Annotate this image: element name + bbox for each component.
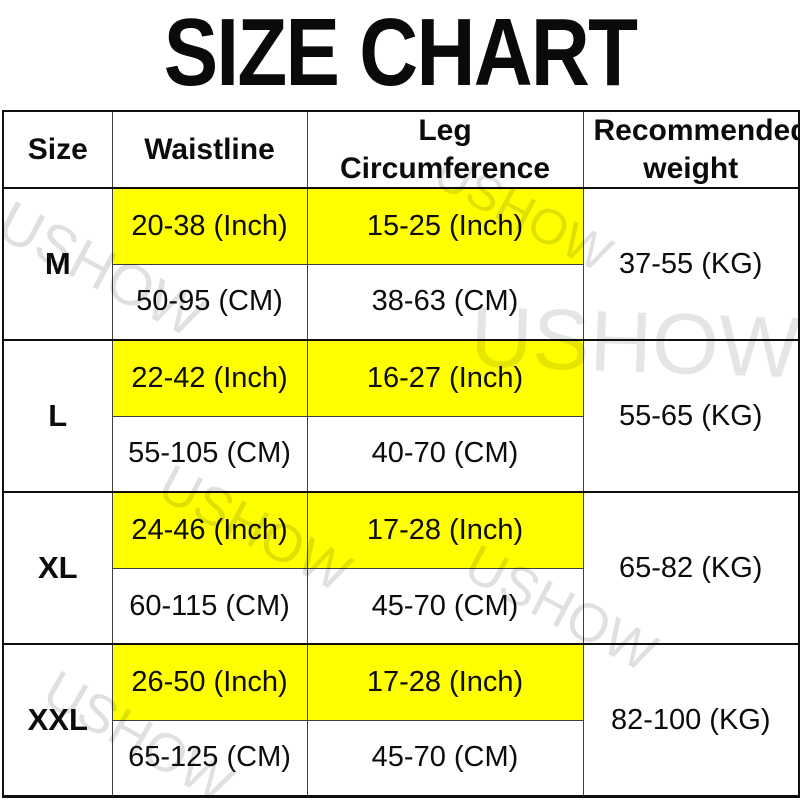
leg-cm-cell-l: 40-70 (CM): [306, 415, 584, 493]
col-header-size: Size: [2, 110, 113, 189]
col-header-waistline: Waistline: [111, 110, 308, 189]
size-row-xl-inch: XL 24-46 (Inch) 17-28 (Inch) 65-82 (KG): [2, 491, 800, 645]
leg-inch-cell-xl: 17-28 (Inch): [306, 491, 584, 569]
size-row-xxl-inch: XXL 26-50 (Inch) 17-28 (Inch) 82-100 (KG): [2, 643, 800, 798]
size-row-l-inch: L 22-42 (Inch) 16-27 (Inch) 55-65 (KG): [2, 339, 800, 493]
page-title: SIZE CHART: [163, 0, 638, 106]
weight-cell-xxl: 82-100 (KG): [582, 643, 800, 798]
size-row-m-cm: 50-95 (CM) 38-63 (CM): [3, 263, 799, 341]
leg-inch-cell-l: 16-27 (Inch): [306, 339, 584, 417]
weight-cell-m: 37-55 (KG): [582, 186, 800, 341]
header-row: Size Waistline Leg Circumference Recomme…: [2, 110, 800, 189]
col-header-recommended-weight: Recommended weight: [582, 110, 800, 189]
waistline-cm-cell-xxl: 65-125 (CM): [111, 719, 308, 798]
size-chart-table: Size Waistline Leg Circumference Recomme…: [2, 110, 800, 798]
leg-inch-cell-m: 15-25 (Inch): [306, 186, 584, 265]
size-row-m-inch: M 20-38 (Inch) 15-25 (Inch) 37-55 (KG): [2, 186, 800, 341]
waistline-inch-cell-m: 20-38 (Inch): [111, 186, 308, 265]
size-cell-xl: XL: [2, 491, 113, 645]
weight-cell-l: 55-65 (KG): [582, 339, 800, 493]
leg-cm-cell-m: 38-63 (CM): [306, 263, 584, 341]
waistline-cm-cell-m: 50-95 (CM): [111, 263, 308, 341]
size-cell-xxl: XXL: [2, 643, 113, 798]
size-row-xl-cm: 60-115 (CM) 45-70 (CM): [3, 567, 799, 645]
waistline-inch-cell-xxl: 26-50 (Inch): [111, 643, 308, 721]
size-row-xxl-cm: 65-125 (CM) 45-70 (CM): [3, 719, 799, 798]
waistline-cm-cell-xl: 60-115 (CM): [111, 567, 308, 645]
col-header-leg-circumference: Leg Circumference: [306, 110, 584, 189]
size-cell-m: M: [2, 186, 113, 341]
weight-cell-xl: 65-82 (KG): [582, 491, 800, 645]
waistline-inch-cell-xl: 24-46 (Inch): [111, 491, 308, 569]
leg-cm-cell-xl: 45-70 (CM): [306, 567, 584, 645]
leg-inch-cell-xxl: 17-28 (Inch): [306, 643, 584, 721]
size-cell-l: L: [2, 339, 113, 493]
waistline-cm-cell-l: 55-105 (CM): [111, 415, 308, 493]
waistline-inch-cell-l: 22-42 (Inch): [111, 339, 308, 417]
leg-cm-cell-xxl: 45-70 (CM): [306, 719, 584, 798]
